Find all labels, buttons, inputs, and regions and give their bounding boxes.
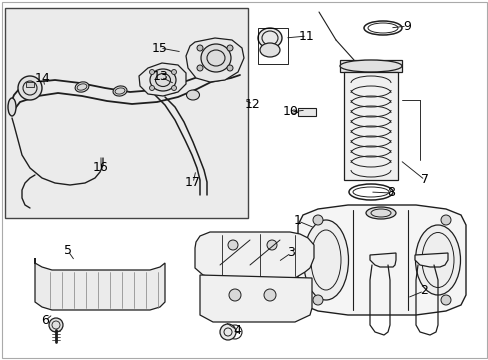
Circle shape [171, 69, 176, 75]
Text: 16: 16 [93, 162, 109, 175]
Circle shape [312, 215, 323, 225]
Text: 8: 8 [386, 186, 394, 199]
Text: 1: 1 [293, 215, 301, 228]
Polygon shape [139, 63, 185, 96]
Bar [5, 8, 247, 218]
Polygon shape [195, 232, 313, 278]
Ellipse shape [186, 90, 199, 100]
Ellipse shape [8, 98, 16, 116]
Ellipse shape [258, 28, 282, 48]
Ellipse shape [303, 220, 348, 300]
Circle shape [440, 295, 450, 305]
Polygon shape [185, 38, 244, 82]
Polygon shape [369, 253, 395, 267]
Ellipse shape [415, 225, 460, 295]
Circle shape [49, 318, 63, 332]
Ellipse shape [291, 110, 296, 114]
Circle shape [266, 240, 276, 250]
Bar [297, 108, 315, 116]
Circle shape [226, 45, 232, 51]
Text: 5: 5 [64, 244, 72, 257]
Text: 10: 10 [283, 105, 298, 118]
Circle shape [18, 76, 42, 100]
Ellipse shape [365, 207, 395, 219]
Text: 9: 9 [402, 19, 410, 32]
Text: 7: 7 [420, 174, 428, 186]
Polygon shape [414, 253, 447, 267]
Circle shape [228, 289, 241, 301]
Text: 17: 17 [184, 176, 201, 189]
Ellipse shape [260, 43, 280, 57]
Text: 14: 14 [35, 72, 51, 85]
Circle shape [226, 65, 232, 71]
Circle shape [149, 85, 154, 90]
Text: 11: 11 [299, 30, 314, 42]
Text: 4: 4 [233, 324, 241, 337]
Text: 12: 12 [244, 98, 260, 111]
Ellipse shape [164, 83, 179, 93]
Text: 6: 6 [41, 315, 49, 328]
Circle shape [197, 65, 203, 71]
Circle shape [149, 69, 154, 75]
Ellipse shape [150, 69, 176, 91]
Bar [258, 28, 287, 64]
Circle shape [440, 215, 450, 225]
Bar [343, 72, 397, 180]
Ellipse shape [75, 82, 89, 92]
Text: 13: 13 [153, 71, 168, 84]
Circle shape [197, 45, 203, 51]
Bar [26, 82, 34, 87]
Circle shape [220, 324, 236, 340]
Polygon shape [200, 275, 311, 322]
Circle shape [227, 240, 238, 250]
Circle shape [312, 295, 323, 305]
Text: 3: 3 [286, 247, 294, 260]
Ellipse shape [339, 60, 401, 72]
Text: 2: 2 [419, 284, 427, 297]
Polygon shape [35, 258, 164, 310]
Ellipse shape [113, 86, 127, 96]
Ellipse shape [201, 44, 230, 72]
Polygon shape [297, 205, 465, 315]
Polygon shape [339, 60, 401, 72]
Circle shape [264, 289, 275, 301]
Text: 15: 15 [152, 41, 167, 54]
Circle shape [171, 85, 176, 90]
